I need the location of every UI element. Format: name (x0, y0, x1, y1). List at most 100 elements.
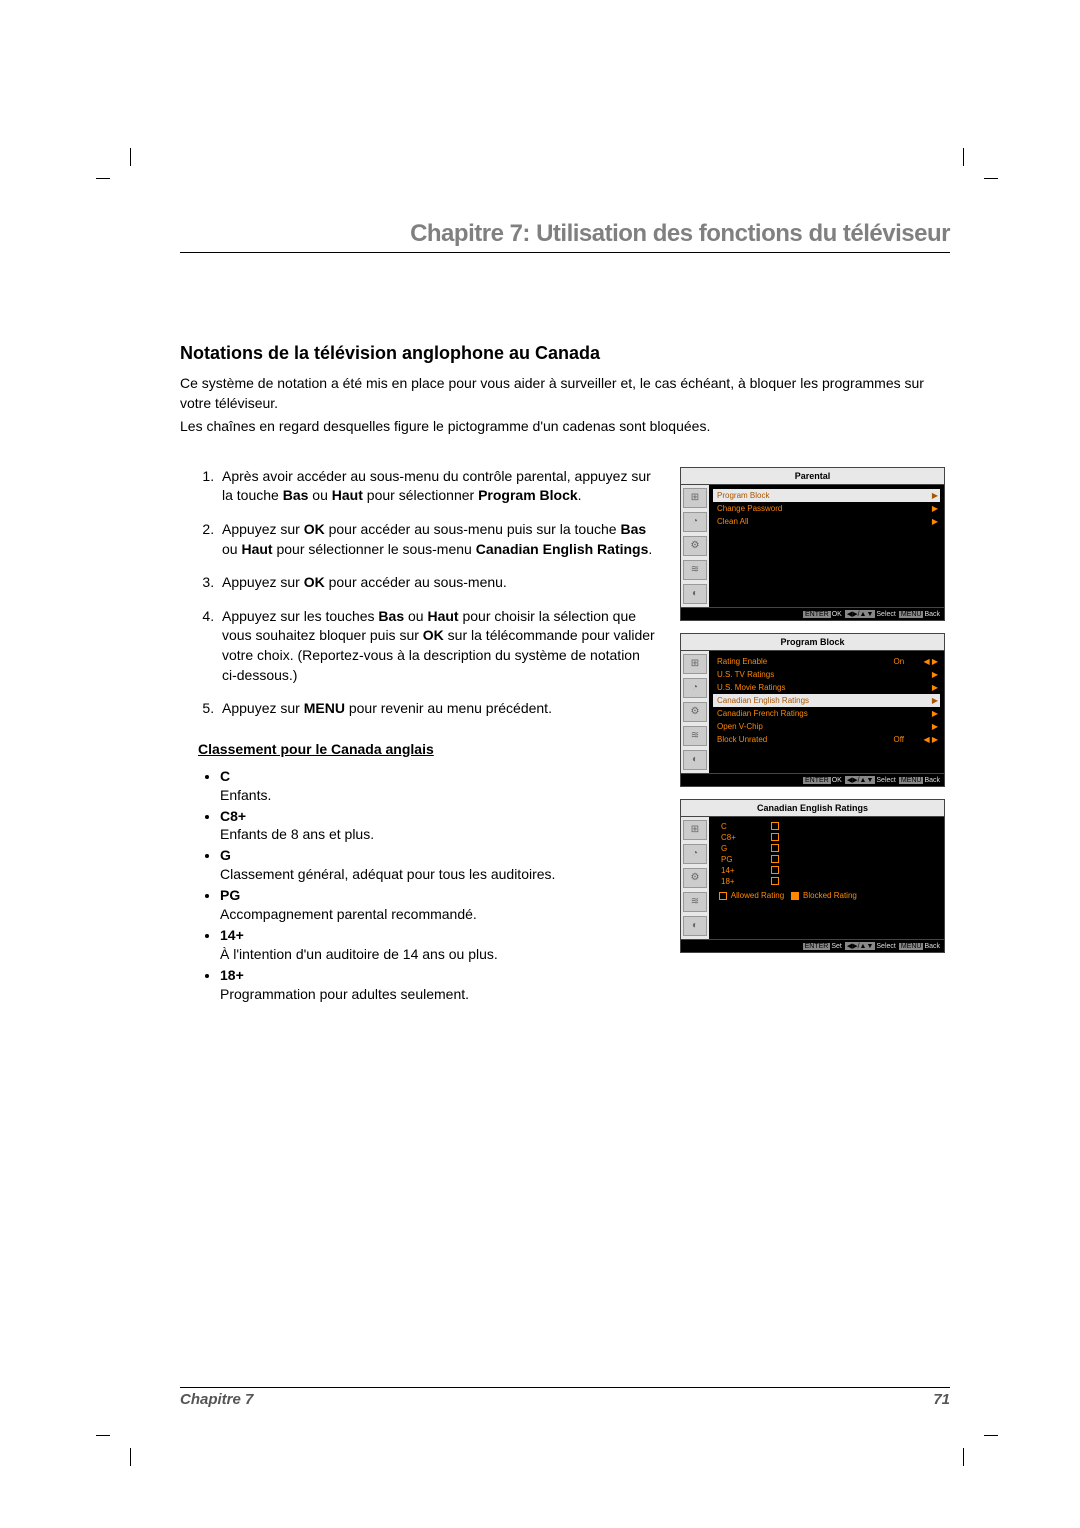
tv-sidebar-icon: ◐ (683, 916, 707, 936)
step-bold: OK (304, 574, 325, 590)
tv-menu: Rating EnableOn◀ ▶U.S. TV Ratings▶U.S. M… (709, 651, 944, 773)
step-text: pour sélectionner le sous-menu (273, 541, 476, 557)
footer-text: OK (832, 777, 842, 784)
tv-rating-row: PG (709, 854, 944, 865)
tv-sidebar: ⊞◔⚙≋◐ (681, 817, 709, 939)
tv-menu-row: Open V-Chip▶ (709, 720, 944, 733)
tv-sidebar: ⊞◔⚙≋◐ (681, 485, 709, 607)
tv-footer: ENTEROK ◀▶/▲▼Select MENUBack (680, 774, 945, 787)
ratings-list: CEnfants.C8+Enfants de 8 ans et plus.GCl… (180, 767, 656, 1004)
footer-tag: ENTER (803, 611, 831, 618)
step-3: Appuyez sur OK pour accéder au sous-menu… (218, 573, 656, 593)
rating-item: C8+Enfants de 8 ans et plus. (220, 807, 656, 845)
tv-menu-row: Rating EnableOn◀ ▶ (709, 655, 944, 668)
step-text: ou (222, 541, 241, 557)
step-bold: Bas (620, 521, 646, 537)
rating-item: 14+À l'intention d'un auditoire de 14 an… (220, 926, 656, 964)
ratings-heading: Classement pour le Canada anglais (198, 741, 656, 757)
tv-rating-row: 14+ (709, 865, 944, 876)
footer-text: Select (876, 777, 895, 784)
tv-sidebar-icon: ≋ (683, 892, 707, 912)
crop-mark (96, 1435, 110, 1436)
step-text: pour accéder au sous-menu. (325, 574, 507, 590)
tv-sidebar: ⊞◔⚙≋◐ (681, 651, 709, 773)
tv-sidebar-icon: ⊞ (683, 820, 707, 840)
tv-menu: Program Block▶Change Password▶Clean All▶ (709, 485, 944, 607)
footer-text: Select (876, 943, 895, 950)
footer-text: Back (924, 943, 940, 950)
rating-item: CEnfants. (220, 767, 656, 805)
tv-sidebar-icon: ⚙ (683, 702, 707, 722)
footer-tag: ◀▶/▲▼ (845, 610, 876, 618)
tv-sidebar-icon: ◔ (683, 844, 707, 864)
rating-item: 18+Programmation pour adultes seulement. (220, 966, 656, 1004)
tv-menu-row: Program Block▶ (713, 489, 940, 502)
title-underline (180, 252, 950, 253)
footer-text: Set (831, 943, 842, 950)
rating-item: GClassement général, adéquat pour tous l… (220, 846, 656, 884)
step-4: Appuyez sur les touches Bas ou Haut pour… (218, 607, 656, 685)
tv-sidebar-icon: ◔ (683, 512, 707, 532)
tv-rating-row: C (709, 821, 944, 832)
tv-body: ⊞◔⚙≋◐ Rating EnableOn◀ ▶U.S. TV Ratings▶… (680, 651, 945, 774)
tv-panel-parental: Parental ⊞◔⚙≋◐ Program Block▶Change Pass… (680, 467, 945, 621)
step-2: Appuyez sur OK pour accéder au sous-menu… (218, 520, 656, 559)
section-title: Notations de la télévision anglophone au… (180, 343, 950, 364)
crop-mark (984, 178, 998, 179)
step-text: . (648, 541, 652, 557)
footer-text: Select (876, 611, 895, 618)
step-text: pour revenir au menu précédent. (345, 700, 552, 716)
step-bold: Bas (283, 487, 309, 503)
left-column: Après avoir accéder au sous-menu du cont… (180, 467, 656, 1006)
footer-tag: ENTER (803, 777, 831, 784)
footer-text: Back (924, 611, 940, 618)
crop-mark (963, 148, 964, 166)
step-bold: MENU (304, 700, 345, 716)
footer-tag: ◀▶/▲▼ (845, 776, 876, 784)
step-text: Appuyez sur les touches (222, 608, 378, 624)
tv-panel-canadian-english: Canadian English Ratings ⊞◔⚙≋◐ CC8+GPG14… (680, 799, 945, 953)
step-text: pour accéder au sous-menu puis sur la to… (325, 521, 621, 537)
tv-sidebar-icon: ◐ (683, 750, 707, 770)
step-text: pour sélectionner (363, 487, 478, 503)
step-text: . (578, 487, 582, 503)
tv-header: Canadian English Ratings (680, 799, 945, 817)
intro-paragraph-1: Ce système de notation a été mis en plac… (180, 374, 950, 413)
steps-list: Après avoir accéder au sous-menu du cont… (180, 467, 656, 719)
step-bold: OK (304, 521, 325, 537)
tv-menu: CC8+GPG14+18+ Allowed Rating Blocked Rat… (709, 817, 944, 939)
tv-footer: ENTEROK ◀▶/▲▼Select MENUBack (680, 608, 945, 621)
right-column: Parental ⊞ ◔ ⚙ ≋ ◐ Program Block▶Change Pass… (680, 467, 950, 1006)
footer-tag: MENU (899, 943, 924, 950)
tv-body: ⊞◔⚙≋◐ CC8+GPG14+18+ Allowed Rating Block… (680, 817, 945, 940)
tv-sidebar-icon: ◐ (683, 584, 707, 604)
tv-footer: ENTERSet ◀▶/▲▼Select MENUBack (680, 940, 945, 953)
step-bold: Haut (427, 608, 458, 624)
page-footer: Chapitre 7 71 (180, 1387, 950, 1408)
footer-tag: MENU (899, 611, 924, 618)
tv-menu-row: U.S. TV Ratings▶ (709, 668, 944, 681)
step-text: Appuyez sur (222, 574, 304, 590)
step-bold: Haut (241, 541, 272, 557)
page-content: Chapitre 7: Utilisation des fonctions du… (0, 0, 1080, 1065)
chapter-title: Chapitre 7: Utilisation des fonctions du… (180, 220, 950, 252)
crop-mark (963, 1448, 964, 1466)
tv-menu-row: Canadian French Ratings▶ (709, 707, 944, 720)
tv-sidebar-icon: ◔ (683, 678, 707, 698)
tv-header: Parental (680, 467, 945, 485)
tv-menu-row: U.S. Movie Ratings▶ (709, 681, 944, 694)
footer-tag: MENU (899, 777, 924, 784)
tv-body: ⊞◔⚙≋◐ Program Block▶Change Password▶Clea… (680, 485, 945, 608)
crop-mark (984, 1435, 998, 1436)
footer-text: Back (924, 777, 940, 784)
tv-rating-row: G (709, 843, 944, 854)
step-bold: OK (423, 627, 444, 643)
step-bold: Canadian English Ratings (476, 541, 649, 557)
tv-menu-row: Block UnratedOff◀ ▶ (709, 733, 944, 746)
tv-menu-row: Change Password▶ (709, 502, 944, 515)
step-text: Appuyez sur (222, 700, 304, 716)
tv-rating-row: C8+ (709, 832, 944, 843)
step-text: Appuyez sur (222, 521, 304, 537)
tv-sidebar-icon: ≋ (683, 560, 707, 580)
step-bold: Bas (378, 608, 404, 624)
